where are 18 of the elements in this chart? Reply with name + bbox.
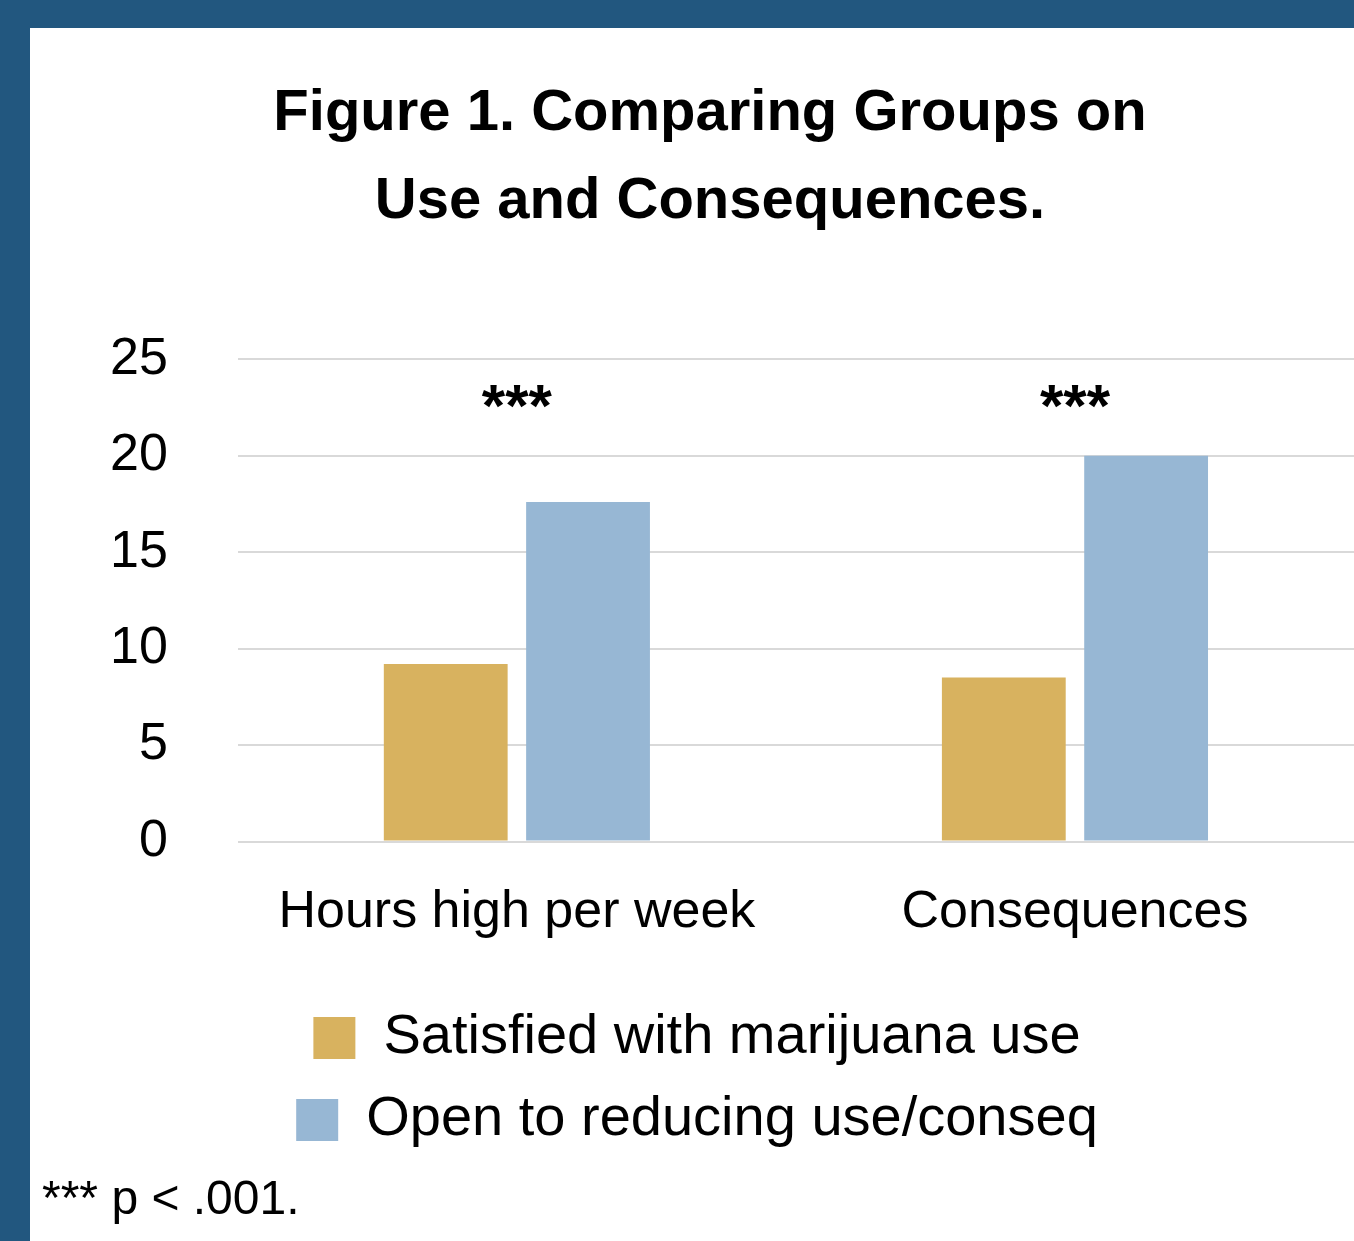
legend-label: Open to reducing use/conseq — [366, 1084, 1098, 1148]
bar — [526, 501, 650, 841]
annotation: *** — [481, 371, 553, 439]
chart-title: Figure 1. Comparing Groups on Use and Consequences. — [272, 76, 1148, 232]
x-tick-label: Consequences — [901, 880, 1249, 939]
y-tick-label: 5 — [138, 712, 168, 771]
y-tick-label: 20 — [110, 423, 168, 482]
y-tick-label: 10 — [110, 615, 168, 674]
legend-label: Satisfied with marijuana use — [383, 1002, 1081, 1066]
bar — [383, 664, 508, 841]
text: *** p < .001. — [42, 1170, 300, 1226]
y-tick-label: 15 — [110, 519, 168, 578]
bar — [941, 677, 1066, 841]
y-tick-label: 25 — [110, 326, 168, 385]
bar — [1084, 455, 1209, 841]
x-tick-label: Hours high per week — [278, 880, 757, 939]
annotation: *** — [1039, 371, 1111, 439]
y-tick-label: 0 — [138, 808, 168, 867]
